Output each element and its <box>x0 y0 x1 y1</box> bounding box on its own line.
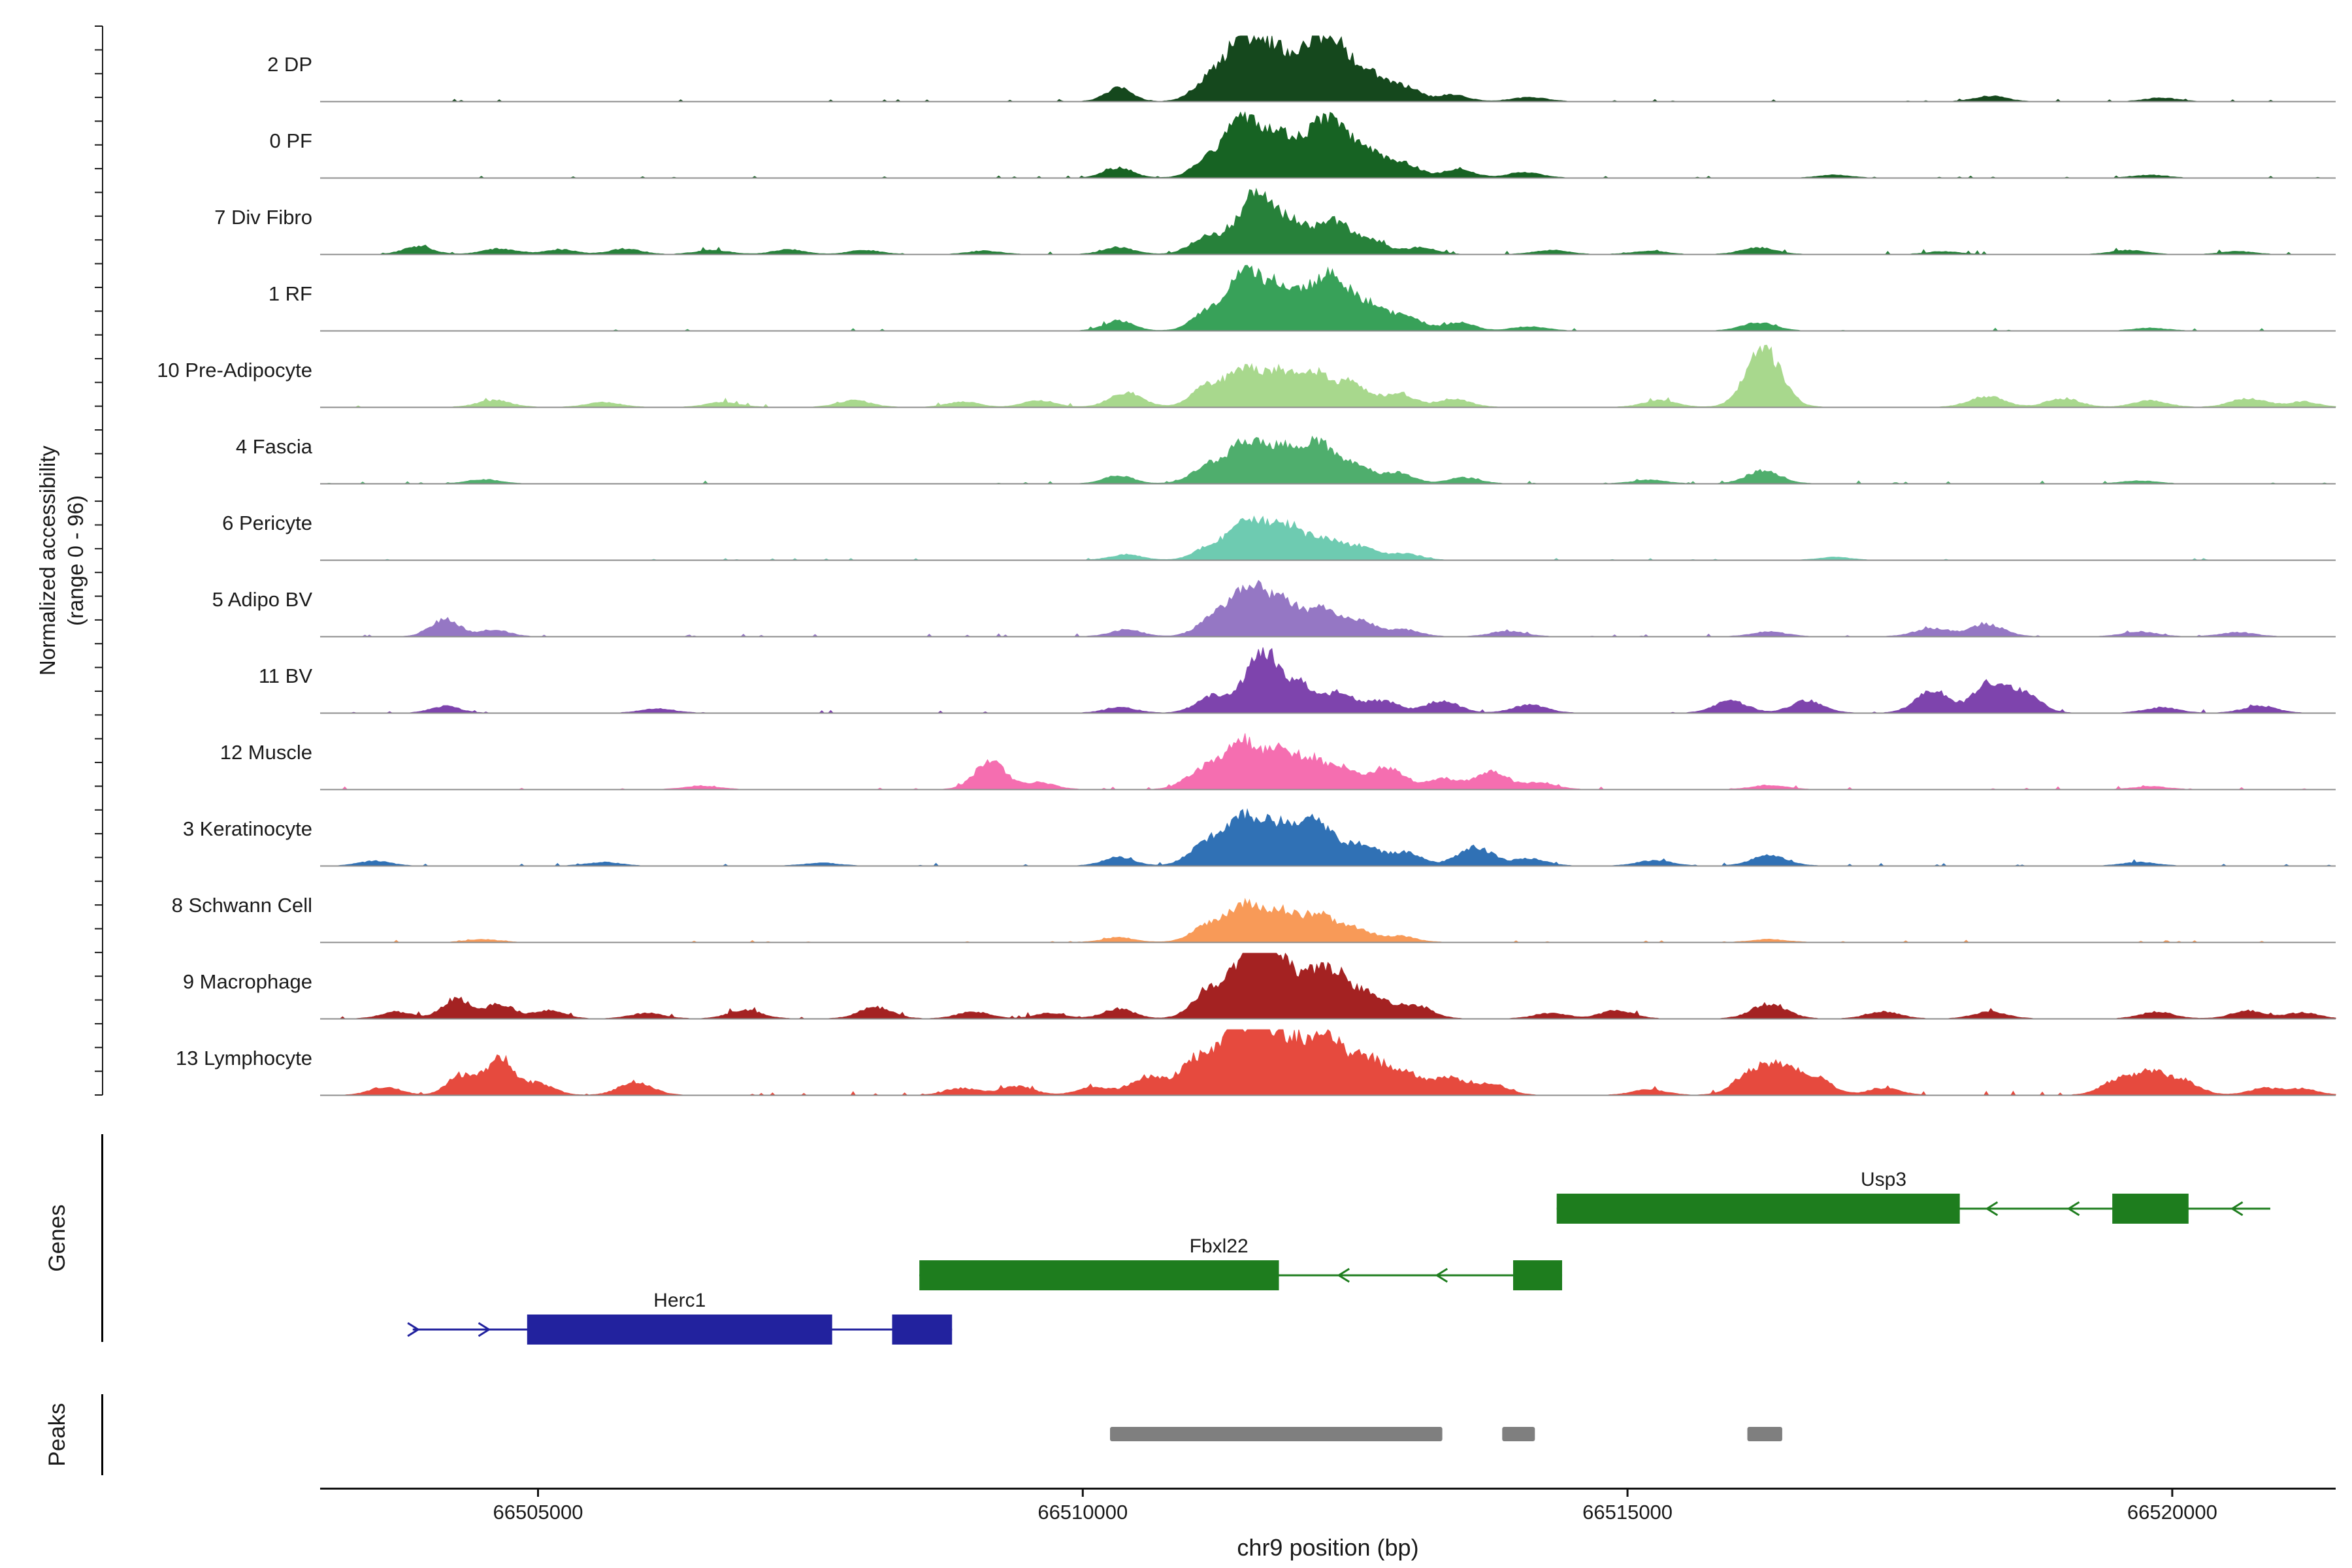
x-tick-label: 66505000 <box>493 1501 583 1524</box>
coverage-signal <box>320 515 2336 561</box>
coverage-track <box>320 953 2336 1020</box>
gene-exon <box>919 1260 1279 1290</box>
gene-exon <box>1556 1194 1960 1224</box>
track-label: 13 Lymphocyte <box>175 1047 312 1070</box>
coverage-signal <box>320 35 2336 102</box>
coverage-track <box>320 898 2336 943</box>
coverage-signal <box>320 808 2336 866</box>
coverage-signal <box>320 265 2336 331</box>
coverage-track <box>320 35 2336 103</box>
coverage-track <box>320 111 2336 179</box>
coverage-track <box>320 1029 2336 1096</box>
track-label: 11 BV <box>258 664 312 687</box>
gene-exon <box>892 1315 953 1345</box>
gene-exon <box>2112 1194 2189 1224</box>
gene-direction-arrow-icon <box>1985 1201 1999 1217</box>
coverage-track <box>320 265 2336 332</box>
gene-exon <box>1513 1260 1562 1290</box>
coverage-signal <box>320 1029 2336 1096</box>
coverage-track <box>320 435 2336 485</box>
genes-track: Usp3 Fbxl22 Herc1 <box>407 1169 2270 1345</box>
gene-direction-arrow-icon <box>2230 1201 2244 1217</box>
coverage-signal <box>320 344 2336 408</box>
gene-label: Fbxl22 <box>1190 1235 1249 1257</box>
coverage-signal <box>320 953 2336 1019</box>
gene-direction-arrow-icon <box>2066 1201 2080 1217</box>
gene-label: Usp3 <box>1861 1169 1906 1190</box>
coverage-signal <box>320 580 2336 637</box>
gene-direction-arrow-icon <box>407 1322 420 1337</box>
track-label: 0 PF <box>269 129 312 152</box>
peaks-section-label: Peaks <box>44 1403 70 1467</box>
gene-direction-arrow-icon <box>478 1322 491 1337</box>
x-axis-title: chr9 position (bp) <box>1237 1534 1419 1561</box>
coverage-track <box>320 344 2336 408</box>
track-label: 10 Pre-Adipocyte <box>157 359 312 382</box>
genes-bracket <box>101 1134 103 1342</box>
coverage-track <box>320 808 2336 867</box>
track-label: 6 Pericyte <box>222 512 312 534</box>
coverage-track <box>320 647 2336 714</box>
peaks-bracket <box>101 1394 103 1475</box>
gene-label: Herc1 <box>653 1290 706 1311</box>
x-tick-label: 66515000 <box>1582 1501 1673 1524</box>
x-axis: 66505000 66510000 66515000 66520000 <box>320 1488 2336 1524</box>
coverage-signal <box>320 188 2336 255</box>
coverage-signal <box>320 111 2336 178</box>
track-label: 5 Adipo BV <box>212 588 312 611</box>
coverage-track <box>320 580 2336 638</box>
peak-box <box>1502 1427 1535 1441</box>
coverage-signal <box>320 435 2336 484</box>
coverage-signal <box>320 898 2336 943</box>
coverage-signal <box>320 733 2336 790</box>
track-label: 9 Macrophage <box>182 970 312 993</box>
gene-glyph: Fbxl22 <box>919 1235 1563 1290</box>
peak-box <box>1110 1427 1443 1441</box>
x-tick-label: 66510000 <box>1037 1501 1128 1524</box>
gene-direction-arrow-icon <box>1337 1267 1350 1283</box>
coverage-track <box>320 515 2336 561</box>
track-label: 12 Muscle <box>220 741 312 764</box>
peak-box <box>1747 1427 1782 1441</box>
track-label: 7 Div Fibro <box>214 206 312 229</box>
track-label: 2 DP <box>267 53 312 76</box>
coverage-track <box>320 733 2336 791</box>
gene-exon <box>527 1315 832 1345</box>
track-label: 1 RF <box>268 282 312 305</box>
gene-glyph: Usp3 <box>1556 1169 2270 1224</box>
coverage-signal <box>320 647 2336 713</box>
coverage-track <box>320 188 2336 255</box>
gene-direction-arrow-icon <box>1435 1267 1448 1283</box>
gene-glyph: Herc1 <box>407 1290 953 1345</box>
track-label: 8 Schwann Cell <box>171 894 312 917</box>
genes-section-label: Genes <box>44 1204 70 1272</box>
track-label: 3 Keratinocyte <box>182 817 312 840</box>
x-tick-label: 66520000 <box>2127 1501 2217 1524</box>
track-label: 4 Fascia <box>235 435 312 458</box>
y-axis-ticks <box>95 25 103 1096</box>
peaks-track <box>1110 1427 1782 1441</box>
